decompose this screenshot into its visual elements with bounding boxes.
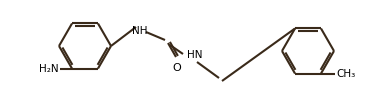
Text: O: O [173,63,182,73]
Text: H₂N: H₂N [39,64,59,74]
Text: NH: NH [132,26,148,36]
Text: HN: HN [187,50,202,60]
Text: CH₃: CH₃ [336,68,355,78]
